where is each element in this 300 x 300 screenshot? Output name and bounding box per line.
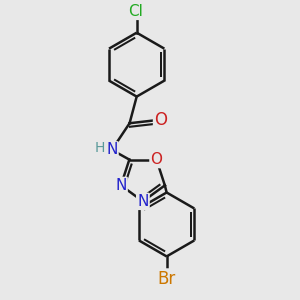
Text: N: N — [115, 178, 127, 193]
Text: O: O — [151, 152, 163, 167]
Text: Br: Br — [158, 270, 176, 288]
Text: H: H — [94, 141, 105, 155]
Text: N: N — [137, 194, 148, 209]
Text: N: N — [106, 142, 118, 158]
Text: Cl: Cl — [128, 4, 143, 19]
Text: O: O — [154, 111, 167, 129]
